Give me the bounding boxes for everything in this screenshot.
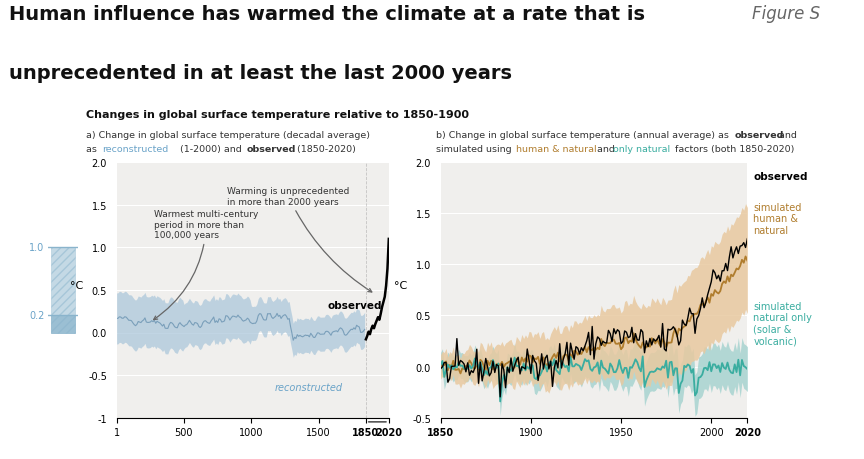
Text: simulated
natural only
(solar &
volcanic): simulated natural only (solar & volcanic… <box>753 301 812 346</box>
Y-axis label: °C: °C <box>394 280 408 290</box>
Text: as: as <box>86 145 100 154</box>
Text: Warmest multi-century
period in more than
100,000 years: Warmest multi-century period in more tha… <box>154 210 258 320</box>
Y-axis label: °C: °C <box>70 280 84 290</box>
Text: human & natural: human & natural <box>516 145 596 154</box>
Text: a) Change in global surface temperature (decadal average): a) Change in global surface temperature … <box>86 131 371 140</box>
Text: 1.0: 1.0 <box>29 243 45 253</box>
Text: factors (both 1850-2020): factors (both 1850-2020) <box>672 145 795 154</box>
Text: b) Change in global surface temperature (annual average) as: b) Change in global surface temperature … <box>436 131 732 140</box>
Text: Changes in global surface temperature relative to 1850-1900: Changes in global surface temperature re… <box>86 110 469 120</box>
Text: reconstructed: reconstructed <box>102 145 168 154</box>
Text: observed: observed <box>753 172 808 182</box>
Text: only natural: only natural <box>613 145 670 154</box>
Bar <box>50 316 74 333</box>
Text: observed: observed <box>246 145 295 154</box>
Text: Human influence has warmed the climate at a rate that is: Human influence has warmed the climate a… <box>9 5 645 23</box>
Text: (1-2000) and: (1-2000) and <box>177 145 245 154</box>
Text: Figure S: Figure S <box>752 5 820 22</box>
Text: unprecedented in at least the last 2000 years: unprecedented in at least the last 2000 … <box>9 64 511 83</box>
Text: and: and <box>776 131 797 140</box>
Bar <box>50 248 74 333</box>
Text: observed: observed <box>327 301 382 311</box>
Text: observed: observed <box>734 131 784 140</box>
Text: simulated
human &
natural: simulated human & natural <box>753 202 802 235</box>
Text: (1850-2020): (1850-2020) <box>294 145 356 154</box>
Text: reconstructed: reconstructed <box>275 382 343 392</box>
Text: simulated using: simulated using <box>436 145 515 154</box>
Text: 0.2: 0.2 <box>29 311 45 321</box>
Text: and: and <box>594 145 619 154</box>
Text: Warming is unprecedented
in more than 2000 years: Warming is unprecedented in more than 20… <box>227 187 372 292</box>
